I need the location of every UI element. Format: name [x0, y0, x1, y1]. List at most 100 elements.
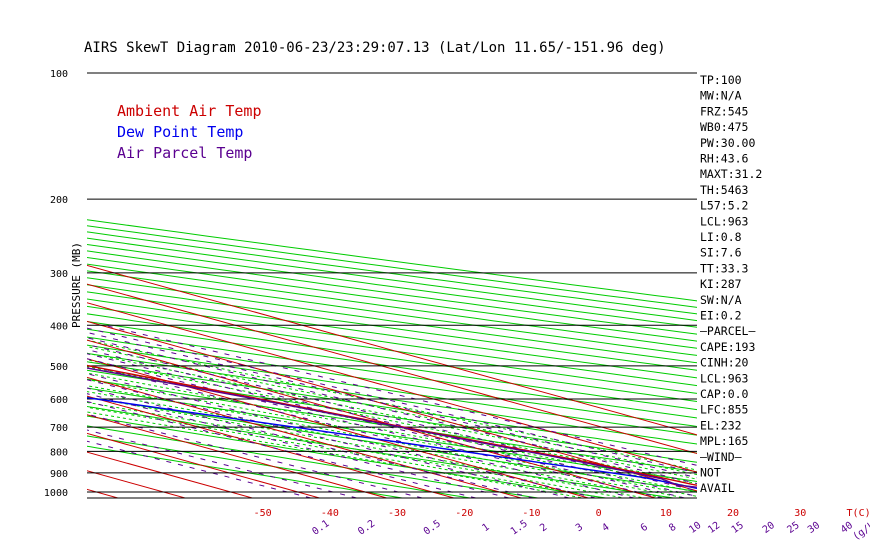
- dry-adiabat: [87, 352, 697, 445]
- dry-adiabat: [87, 445, 406, 498]
- mixing-ratio-line: [87, 400, 478, 498]
- isotherm: [87, 358, 591, 498]
- series-line-air-parcel-temp: [87, 367, 697, 488]
- index-item: PW:30.00: [700, 136, 755, 150]
- dry-adiabat: [87, 237, 697, 322]
- mixing-ratio-tick-label: 30: [806, 520, 822, 536]
- index-item: TH:5463: [700, 183, 749, 197]
- index-item: SW:N/A: [700, 293, 742, 307]
- index-item: LI:0.8: [700, 230, 742, 244]
- mixing-ratio-tick-label: 0.1: [310, 518, 331, 537]
- mixing-ratio-line: [87, 387, 536, 498]
- mixing-ratio-line: [87, 337, 697, 485]
- index-item: MPL:165: [700, 434, 748, 448]
- moist-adiabat: [87, 352, 697, 480]
- mixing-ratio-tick-label: 3: [574, 522, 585, 534]
- moist-adiabat: [87, 346, 697, 476]
- pressure-tick-label: 600: [50, 395, 68, 406]
- index-item: LCL:963: [700, 371, 749, 385]
- mixing-ratio-line: [87, 353, 687, 498]
- pressure-tick-label: 100: [50, 69, 68, 80]
- legend-item: Ambient Air Temp: [117, 102, 262, 120]
- temp-tick-label: -40: [321, 508, 339, 519]
- mixing-ratio-tick-label: 0.2: [356, 518, 377, 537]
- index-item: L57:5.2: [700, 199, 748, 213]
- index-item: CINH:20: [700, 356, 749, 370]
- index-item: NOT: [700, 466, 721, 480]
- temp-tick-label: -20: [455, 508, 473, 519]
- moist-adiabat: [87, 366, 697, 489]
- index-item: LCL:963: [700, 214, 749, 228]
- dry-adiabat: [87, 328, 697, 419]
- mixing-ratio-line: [87, 413, 425, 498]
- moist-adiabat: [87, 359, 697, 485]
- series-line-dew-point-temp: [87, 397, 697, 490]
- dry-adiabat: [87, 231, 697, 315]
- index-item: —PARCEL—: [700, 324, 755, 338]
- moist-adiabat: [87, 391, 667, 498]
- y-axis-label: PRESSURE (MB): [70, 242, 83, 328]
- legend: Ambient Air Temp Dew Point Temp Air Parcel…: [117, 102, 262, 162]
- temp-tick-label: T(C): [847, 508, 870, 519]
- dry-adiabat: [87, 313, 697, 403]
- dry-adiabat: [87, 225, 697, 308]
- index-item: WB0:475: [700, 120, 748, 134]
- isotherm: [0, 64, 61, 501]
- dry-adiabat: [87, 219, 697, 302]
- dry-adiabat: [87, 435, 474, 498]
- temp-tick-label: 0: [596, 508, 602, 519]
- series-line-ambient-air-temp: [87, 364, 697, 486]
- pressure-tick-label: 300: [50, 269, 68, 280]
- isotherm: [87, 320, 697, 492]
- chart-title: AIRS SkewT Diagram 2010-06-23/23:29:07.1…: [84, 40, 666, 56]
- moist-adiabat: [87, 372, 697, 493]
- dry-adiabat: [87, 344, 697, 436]
- mixing-ratio-line: [87, 358, 665, 498]
- mixing-ratio-tick-label: 10: [687, 520, 703, 536]
- index-item: RH:43.6: [700, 152, 749, 166]
- mixing-ratio-line: [87, 343, 697, 492]
- index-item: LFC:855: [700, 403, 748, 417]
- temp-tick-label: -30: [388, 508, 406, 519]
- index-item: —WIND—: [700, 450, 742, 464]
- pressure-tick-label: 400: [50, 321, 68, 332]
- pressure-tick-label: 900: [50, 469, 68, 480]
- mixing-ratio-tick-label: 0.5: [422, 518, 443, 537]
- dry-adiabat: [87, 361, 697, 454]
- mixing-ratio-line: [87, 364, 637, 498]
- moist-adiabat: [87, 411, 586, 498]
- mixing-ratio-tick-label: 6: [639, 522, 650, 534]
- index-item: TT:33.3: [700, 261, 749, 275]
- index-item: CAP:0.0: [700, 387, 749, 401]
- isotherm: [87, 283, 697, 455]
- index-item: MAXT:31.2: [700, 167, 762, 181]
- legend-item: Air Parcel Temp: [117, 144, 252, 162]
- pressure-tick-label: 500: [50, 362, 68, 373]
- isotherm: [87, 414, 389, 498]
- dry-adiabat: [87, 396, 697, 492]
- temp-tick-label: -10: [522, 508, 540, 519]
- mixing-ratio-tick-label: 25: [785, 520, 801, 536]
- isotherm: [87, 302, 697, 473]
- temp-tick-label: 10: [660, 508, 672, 519]
- dry-adiabat: [87, 336, 697, 427]
- pressure-tick-label: 800: [50, 447, 68, 458]
- mixing-ratio-tick-label: 1: [480, 522, 491, 534]
- isotherm: [87, 376, 523, 498]
- mixing-ratio-line: [87, 440, 314, 498]
- index-item: KI:287: [700, 277, 742, 291]
- isotherm: [87, 264, 697, 436]
- moist-adiabat: [87, 339, 697, 471]
- mixing-ratio-line: [87, 331, 697, 479]
- index-item: FRZ:545: [700, 104, 748, 118]
- pressure-tick-label: 1000: [44, 488, 68, 499]
- moist-adiabat: [87, 385, 688, 498]
- pressure-tick-label: 700: [50, 423, 68, 434]
- temp-tick-label: -50: [254, 508, 272, 519]
- mixing-ratio-tick-label: 8: [667, 522, 678, 534]
- mixing-ratio-tick-label: 15: [730, 520, 746, 536]
- moist-adiabat: [87, 401, 627, 498]
- pressure-gridlines: [87, 72, 697, 499]
